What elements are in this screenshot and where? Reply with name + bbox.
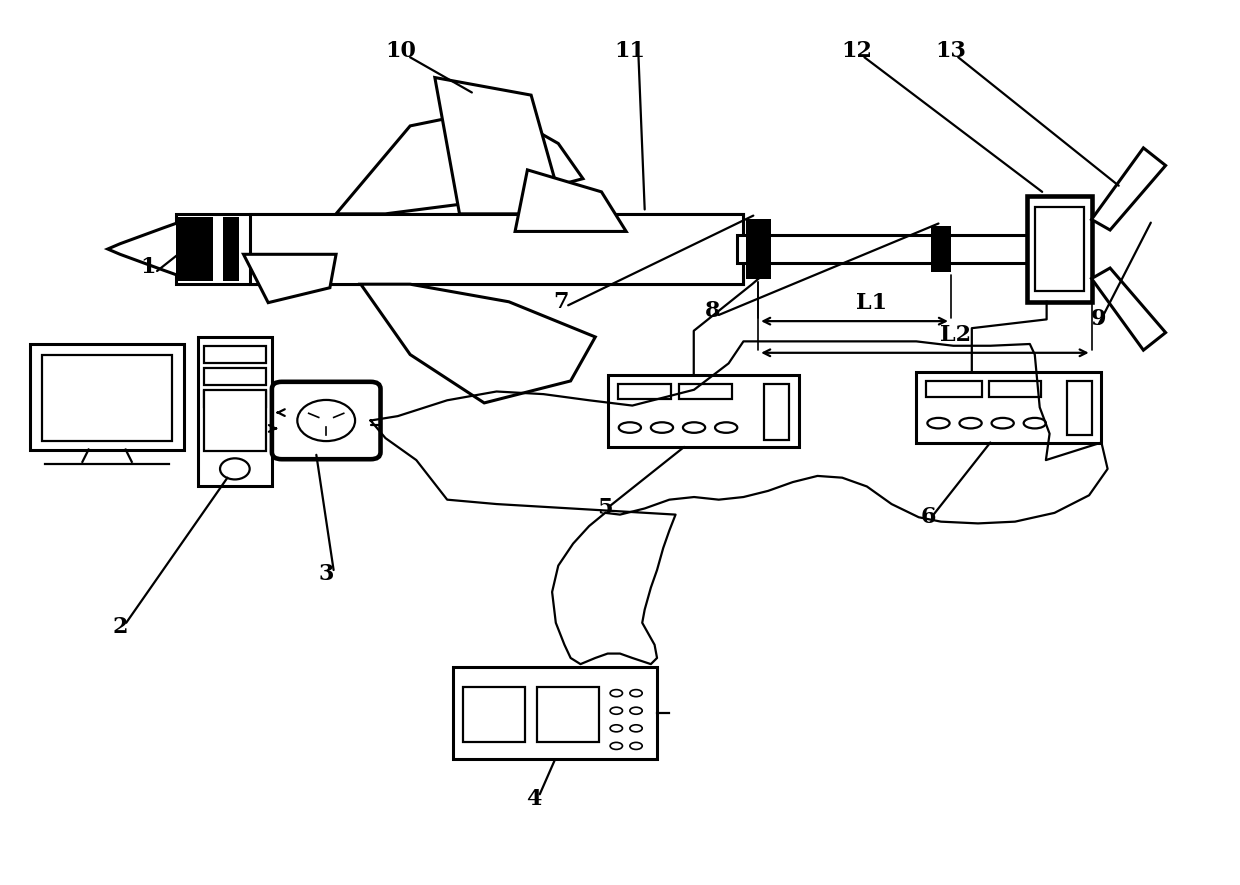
Polygon shape xyxy=(243,254,336,303)
Text: 8: 8 xyxy=(704,300,720,321)
Text: 12: 12 xyxy=(842,40,873,62)
Polygon shape xyxy=(515,170,626,232)
Bar xyxy=(1028,196,1091,302)
Text: 3: 3 xyxy=(319,564,334,585)
Bar xyxy=(42,355,172,441)
Bar xyxy=(990,381,1040,396)
Polygon shape xyxy=(108,219,188,279)
Polygon shape xyxy=(361,284,595,403)
Ellipse shape xyxy=(619,422,641,433)
Ellipse shape xyxy=(610,707,622,714)
Bar xyxy=(931,227,951,272)
Bar xyxy=(176,218,212,281)
Polygon shape xyxy=(1091,268,1166,350)
Bar xyxy=(608,374,799,447)
Bar xyxy=(205,346,265,364)
Text: 1: 1 xyxy=(140,256,156,278)
Text: 4: 4 xyxy=(526,788,542,810)
Ellipse shape xyxy=(1024,418,1045,428)
Ellipse shape xyxy=(630,725,642,732)
Ellipse shape xyxy=(630,689,642,696)
Bar xyxy=(205,391,265,407)
Bar xyxy=(205,368,265,385)
Ellipse shape xyxy=(651,422,673,433)
Ellipse shape xyxy=(928,418,950,428)
Bar xyxy=(198,337,272,487)
Bar xyxy=(222,218,239,281)
Bar xyxy=(1034,207,1084,291)
Polygon shape xyxy=(336,108,583,214)
Bar xyxy=(1066,381,1091,435)
Bar xyxy=(176,214,744,284)
Bar xyxy=(30,344,185,450)
Bar xyxy=(916,373,1101,442)
Bar xyxy=(205,389,265,451)
Text: 9: 9 xyxy=(1091,308,1107,330)
Polygon shape xyxy=(1091,148,1166,230)
Ellipse shape xyxy=(992,418,1014,428)
Text: 13: 13 xyxy=(935,40,966,62)
Ellipse shape xyxy=(715,422,738,433)
Bar xyxy=(207,396,238,403)
Text: L2: L2 xyxy=(940,324,971,346)
Text: 5: 5 xyxy=(598,497,613,519)
Bar xyxy=(249,214,744,284)
Bar xyxy=(618,383,671,399)
Ellipse shape xyxy=(960,418,982,428)
Bar xyxy=(454,666,657,759)
Bar xyxy=(464,687,525,742)
Text: 6: 6 xyxy=(921,506,936,528)
FancyBboxPatch shape xyxy=(272,381,381,459)
Polygon shape xyxy=(435,78,564,214)
Text: 2: 2 xyxy=(113,616,128,638)
Ellipse shape xyxy=(630,707,642,714)
Text: 11: 11 xyxy=(614,40,645,62)
Ellipse shape xyxy=(610,743,622,750)
Text: L1: L1 xyxy=(857,292,888,314)
Ellipse shape xyxy=(630,743,642,750)
Ellipse shape xyxy=(683,422,706,433)
Text: 7: 7 xyxy=(553,291,568,312)
Ellipse shape xyxy=(610,689,622,696)
Bar xyxy=(537,687,599,742)
Bar xyxy=(764,383,789,440)
Bar xyxy=(746,219,770,279)
Bar xyxy=(678,383,733,399)
Ellipse shape xyxy=(610,725,622,732)
Bar xyxy=(926,381,982,396)
Text: 10: 10 xyxy=(384,40,415,62)
Bar xyxy=(738,235,1039,263)
